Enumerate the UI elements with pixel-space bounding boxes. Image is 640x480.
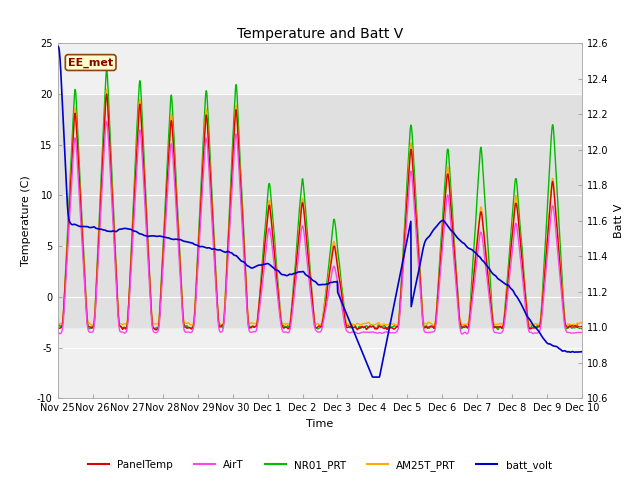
Bar [58,94,582,327]
Y-axis label: Temperature (C): Temperature (C) [21,175,31,266]
Legend: PanelTemp, AirT, NR01_PRT, AM25T_PRT, batt_volt: PanelTemp, AirT, NR01_PRT, AM25T_PRT, ba… [84,456,556,475]
X-axis label: Time: Time [307,419,333,429]
Y-axis label: Batt V: Batt V [614,204,625,238]
Text: EE_met: EE_met [68,58,113,68]
Title: Temperature and Batt V: Temperature and Batt V [237,27,403,41]
